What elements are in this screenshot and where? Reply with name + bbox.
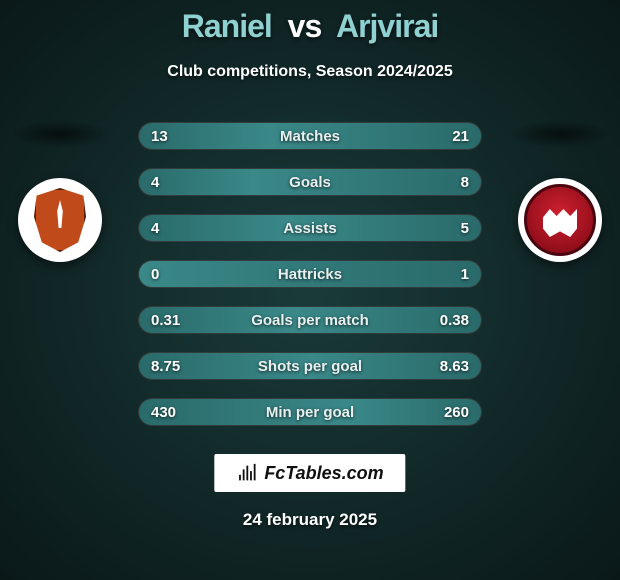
stat-row: 0.310.38Goals per match <box>138 306 482 334</box>
stat-row: 01Hattricks <box>138 260 482 288</box>
stat-label: Shots per goal <box>139 353 481 380</box>
stat-label: Matches <box>139 123 481 150</box>
stats-container: 1321Matches 48Goals 45Assists 01Hattricks 0.… <box>138 122 482 444</box>
date-label: 24 february 2025 <box>0 510 620 530</box>
club-crest-left <box>18 178 102 262</box>
comparison-title: Raniel vs Arjvirai <box>0 0 620 45</box>
player2-name: Arjvirai <box>336 8 438 44</box>
club-crest-right <box>518 178 602 262</box>
stat-label: Goals <box>139 169 481 196</box>
shadow-right <box>510 120 610 148</box>
brand-badge[interactable]: FcTables.com <box>214 454 405 492</box>
vs-label: vs <box>288 8 322 44</box>
stat-row: 8.758.63Shots per goal <box>138 352 482 380</box>
stat-row: 1321Matches <box>138 122 482 150</box>
stat-row: 430260Min per goal <box>138 398 482 426</box>
brand-text: FcTables.com <box>264 463 383 484</box>
player1-name: Raniel <box>182 8 272 44</box>
subtitle: Club competitions, Season 2024/2025 <box>0 63 620 81</box>
stat-label: Assists <box>139 215 481 242</box>
stat-label: Min per goal <box>139 399 481 426</box>
shadow-left <box>10 120 110 148</box>
stat-row: 45Assists <box>138 214 482 242</box>
crest-icon <box>524 184 596 256</box>
stat-label: Hattricks <box>139 261 481 288</box>
shield-icon <box>34 188 86 252</box>
stat-row: 48Goals <box>138 168 482 196</box>
chart-icon <box>236 462 258 484</box>
stat-label: Goals per match <box>139 307 481 334</box>
